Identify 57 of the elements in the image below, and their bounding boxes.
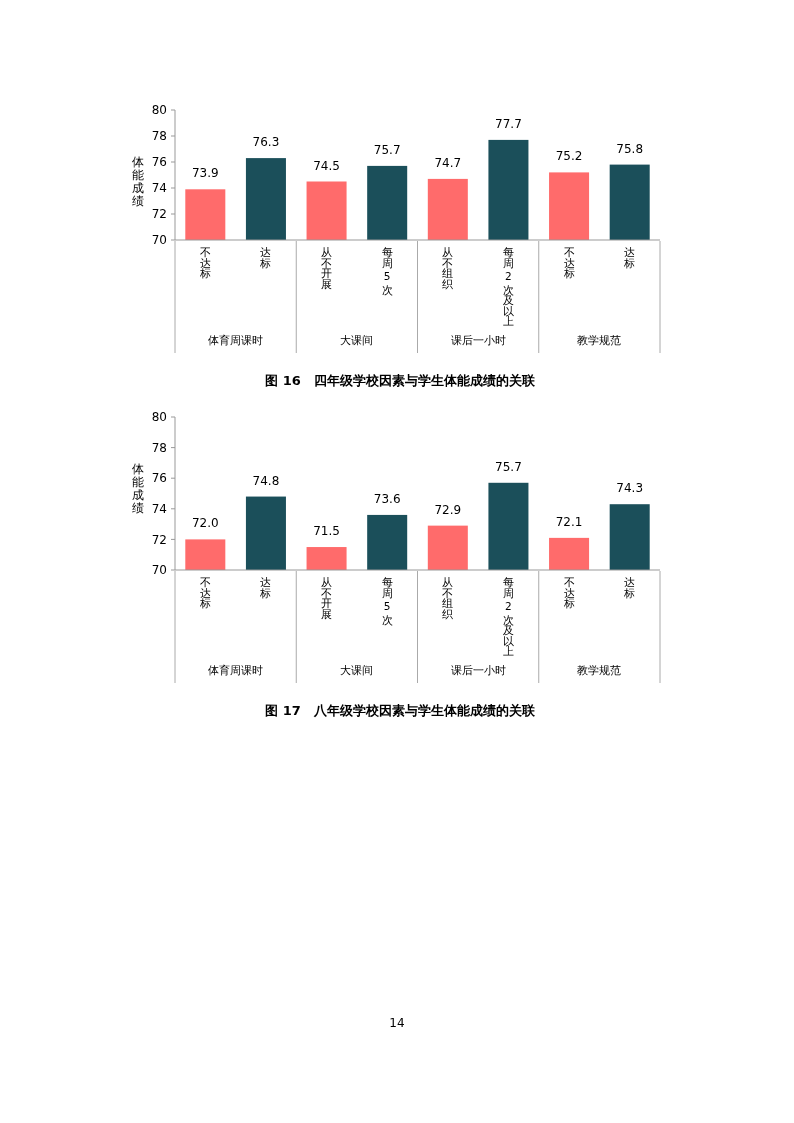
x-tick-label: 不达标 <box>198 246 211 279</box>
y-tick-label: 74 <box>151 181 167 196</box>
data-label: 75.7 <box>495 459 522 474</box>
x-tick-label: 每周 2 次及以上 <box>502 576 514 657</box>
y-tick-label: 70 <box>151 563 167 578</box>
x-tick-label: 不达标 <box>198 576 211 609</box>
x-tick-label: 达标 <box>623 246 636 269</box>
y-tick-label: 76 <box>151 471 167 486</box>
y-tick-label: 74 <box>151 502 167 516</box>
x-tick-label: 不达标 <box>562 576 575 609</box>
y-tick-label: 72 <box>151 207 167 222</box>
data-label: 75.7 <box>373 142 401 157</box>
x-tick-label: 从不开展 <box>321 246 333 290</box>
x-tick-label: 达标 <box>259 576 272 599</box>
y-tick-label: 76 <box>151 155 167 170</box>
text: 图 17 八年级学校因素与学生体能成绩的关联 <box>265 703 536 718</box>
text: 课后一小时 <box>450 334 506 347</box>
data-label: 77.7 <box>495 116 522 131</box>
y-tick-label: 78 <box>151 440 167 455</box>
y-tick-label: 80 <box>151 410 167 425</box>
x-tick-label: 每周 5 次 <box>381 576 393 626</box>
y-axis-title: 体能成绩 <box>132 155 144 208</box>
x-tick-label: 达标 <box>259 246 272 269</box>
text: 体育周课时 <box>208 664 264 677</box>
x-tick-label: 从不开展 <box>321 576 333 620</box>
data-label: 72.1 <box>555 514 583 529</box>
text: 大课间 <box>340 334 374 347</box>
data-label: 75.2 <box>555 149 583 164</box>
data-label: 74.8 <box>252 473 280 488</box>
text: 教学规范 <box>577 664 622 677</box>
data-label: 74.5 <box>313 158 340 173</box>
x-tick-label: 每周 5 次 <box>381 246 393 296</box>
y-tick-label: 80 <box>151 103 167 118</box>
x-tick-label: 达标 <box>623 576 636 599</box>
data-label: 72.9 <box>434 502 462 517</box>
text: 图 16 四年级学校因素与学生体能成绩的关联 <box>265 373 536 388</box>
data-label: 74.7 <box>434 155 462 170</box>
x-tick-label: 不达标 <box>562 246 575 279</box>
text: 课后一小时 <box>450 664 506 677</box>
y-tick-label: 70 <box>151 233 167 248</box>
data-label: 76.3 <box>252 135 280 150</box>
data-label: 75.8 <box>616 141 644 156</box>
text: 14 <box>389 1016 405 1030</box>
data-label: 73.9 <box>191 166 219 181</box>
data-label: 72.0 <box>191 516 219 531</box>
y-tick-label: 72 <box>151 532 167 547</box>
x-tick-label: 从不组织 <box>442 246 454 290</box>
y-tick-label: 78 <box>151 129 167 144</box>
data-label: 73.6 <box>373 491 401 506</box>
text: 教学规范 <box>577 334 622 347</box>
text: 大课间 <box>340 664 374 677</box>
data-label: 71.5 <box>313 524 340 539</box>
text: 体育周课时 <box>208 334 264 347</box>
x-tick-label: 从不组织 <box>442 576 454 620</box>
x-tick-label: 每周 2 次及以上 <box>502 246 514 327</box>
y-axis-title: 体能成绩 <box>132 462 144 515</box>
data-label: 74.3 <box>616 481 644 496</box>
